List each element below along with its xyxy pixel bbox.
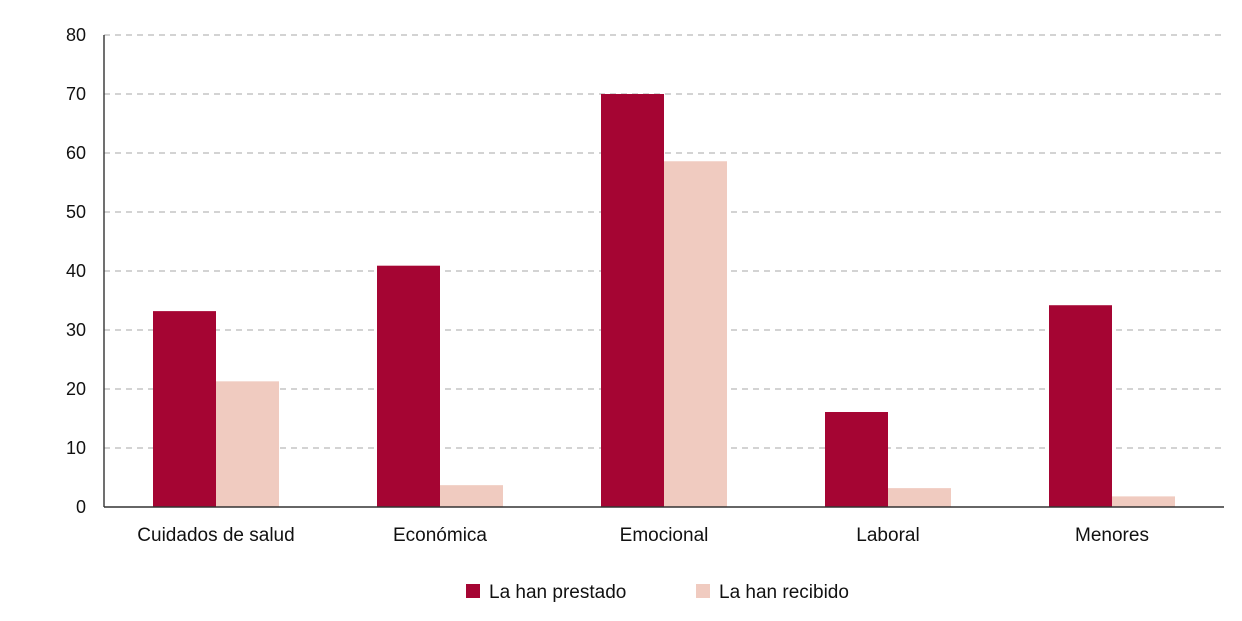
axes (103, 35, 1224, 508)
y-tick-label: 70 (66, 84, 86, 104)
y-tick-label: 30 (66, 320, 86, 340)
bar-recibido (888, 488, 951, 507)
legend-label-recibido: La han recibido (719, 582, 849, 603)
bars (153, 94, 1175, 507)
bar-prestado (1049, 305, 1112, 507)
y-axis-ticks: 0 10 20 30 40 50 60 70 80 (66, 25, 86, 517)
bar-prestado (153, 311, 216, 507)
x-category-label: Cuidados de salud (137, 525, 294, 546)
x-category-label: Emocional (620, 525, 709, 546)
x-axis-category-labels: Cuidados de salud Económica Emocional Labor… (137, 525, 1149, 546)
x-category-label: Menores (1075, 525, 1149, 546)
bar-prestado (825, 412, 888, 507)
x-category-label: Laboral (856, 525, 919, 546)
legend-swatch-prestado (466, 584, 480, 598)
y-tick-label: 50 (66, 202, 86, 222)
y-tick-label: 80 (66, 25, 86, 45)
bar-prestado (377, 265, 440, 507)
y-tick-label: 0 (76, 497, 86, 517)
bar-prestado (601, 94, 664, 507)
bar-recibido (1112, 496, 1175, 507)
bar-recibido (216, 381, 279, 507)
y-tick-label: 10 (66, 438, 86, 458)
legend-swatch-recibido (696, 584, 710, 598)
legend-label-prestado: La han prestado (489, 582, 626, 603)
legend: La han prestado La han recibido (466, 582, 849, 603)
bar-recibido (664, 161, 727, 507)
y-tick-label: 20 (66, 379, 86, 399)
y-tick-label: 60 (66, 143, 86, 163)
y-tick-label: 40 (66, 261, 86, 281)
x-category-label: Económica (393, 525, 487, 546)
bar-recibido (440, 485, 503, 507)
